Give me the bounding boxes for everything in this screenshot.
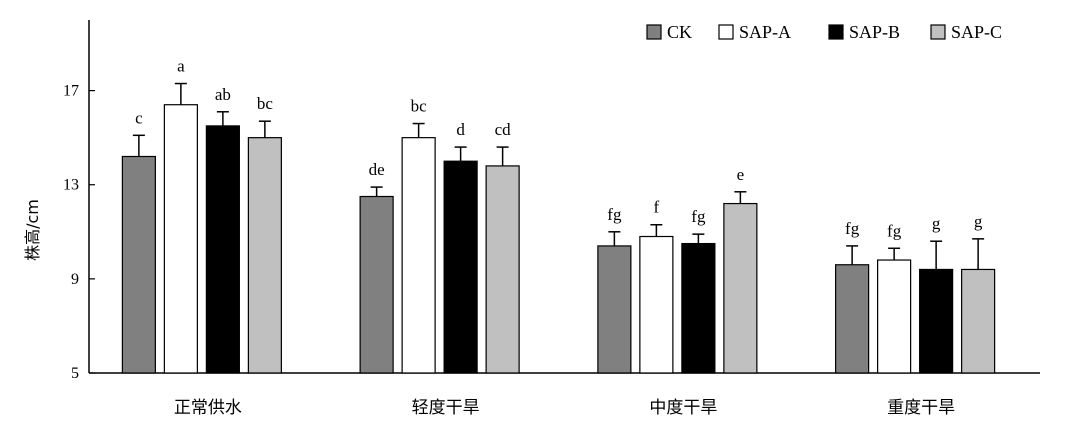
x-category-label: 轻度干旱 [412, 398, 480, 418]
bar [205, 125, 240, 374]
bar [247, 137, 282, 374]
legend-swatch [828, 24, 844, 40]
y-tick-label: 13 [63, 177, 79, 194]
significance-label: cd [495, 120, 512, 139]
bar [443, 160, 478, 374]
x-category-label: 重度干旱 [887, 398, 955, 418]
legend-label: SAP-A [739, 22, 791, 42]
bar [961, 268, 996, 374]
y-tick-label: 5 [71, 365, 79, 382]
y-tick-label: 17 [63, 83, 79, 100]
legend-label: CK [667, 22, 692, 42]
bars: c a ab bc de bc d cd fg f fg e fg fg g g [121, 57, 996, 374]
significance-label: c [135, 108, 143, 127]
significance-label: fg [845, 219, 860, 238]
significance-label: d [456, 120, 465, 139]
significance-label: g [974, 212, 983, 231]
y-axis: 5 9 13 17 [63, 20, 95, 382]
significance-label: de [369, 160, 385, 179]
y-axis-title: 株高/cm [23, 199, 42, 261]
bar [121, 155, 156, 374]
significance-label: ab [215, 85, 231, 104]
bar [163, 104, 198, 374]
y-tick-label: 9 [71, 271, 79, 288]
bar [681, 242, 716, 374]
x-category-label: 中度干旱 [649, 398, 717, 418]
legend-swatch [930, 24, 946, 40]
x-axis: 正常供水 轻度干旱 中度干旱 重度干旱 [89, 372, 1040, 418]
bar [485, 165, 520, 374]
bar [877, 259, 912, 374]
legend-label: SAP-C [951, 22, 1002, 42]
significance-label: bc [257, 94, 274, 113]
significance-label: fg [607, 205, 622, 224]
bar [401, 137, 436, 374]
significance-label: a [177, 57, 185, 76]
bar [723, 202, 758, 374]
x-category-label: 正常供水 [174, 398, 242, 418]
bar [639, 235, 674, 374]
significance-label: fg [691, 207, 706, 226]
significance-label: bc [411, 97, 428, 116]
bar [359, 195, 394, 374]
significance-label: f [654, 198, 660, 217]
significance-label: g [932, 214, 941, 233]
bar [919, 268, 954, 374]
bar [597, 245, 632, 374]
significance-label: e [737, 165, 745, 184]
legend: CK SAP-A SAP-B SAP-C [646, 22, 1002, 42]
legend-swatch [718, 24, 734, 40]
legend-label: SAP-B [849, 22, 900, 42]
significance-label: fg [887, 221, 902, 240]
legend-swatch [646, 24, 662, 40]
bar [835, 264, 870, 374]
